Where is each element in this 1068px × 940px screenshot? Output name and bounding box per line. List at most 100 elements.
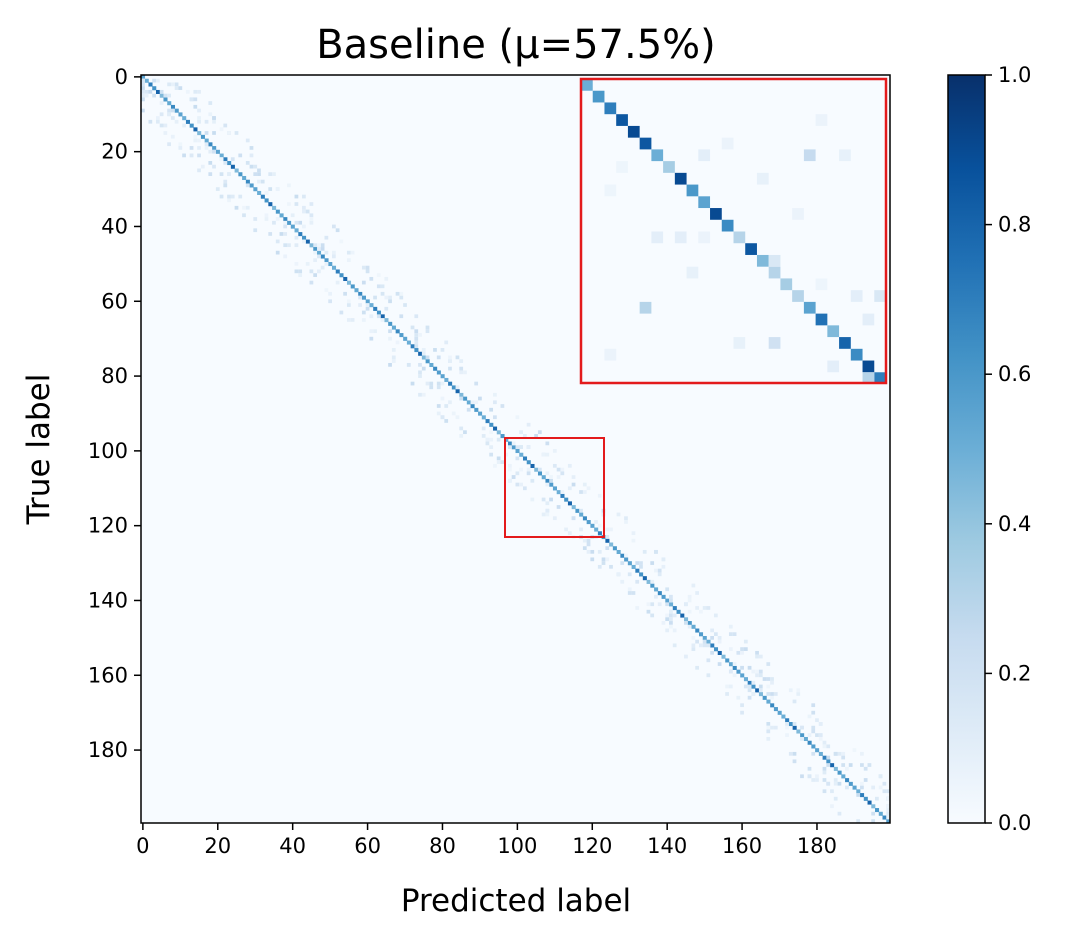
diagonal-cell bbox=[163, 97, 168, 102]
off-diagonal-cell bbox=[732, 673, 737, 678]
off-diagonal-cell bbox=[287, 243, 291, 248]
off-diagonal-cell bbox=[245, 183, 250, 188]
diagonal-cell bbox=[710, 643, 715, 648]
off-diagonal-cell bbox=[526, 467, 531, 472]
diagonal-cell bbox=[257, 190, 262, 195]
off-diagonal-cell bbox=[515, 482, 520, 487]
off-diagonal-cell bbox=[740, 703, 744, 708]
off-diagonal-cell bbox=[253, 164, 258, 169]
off-diagonal-cell bbox=[496, 460, 501, 464]
colorbar-tick-label: 0.6 bbox=[998, 362, 1031, 386]
off-diagonal-cell bbox=[830, 789, 834, 794]
diagonal-cell bbox=[811, 744, 816, 749]
off-diagonal-cell bbox=[665, 602, 670, 607]
off-diagonal-cell bbox=[215, 187, 220, 191]
off-diagonal-cell bbox=[661, 564, 666, 569]
off-diagonal-cell bbox=[631, 531, 636, 536]
y-tick-label: 140 bbox=[88, 588, 128, 612]
off-diagonal-cell bbox=[197, 119, 201, 124]
zoom-diagonal-cell bbox=[733, 231, 746, 244]
off-diagonal-cell bbox=[743, 684, 748, 689]
off-diagonal-cell bbox=[227, 131, 231, 135]
diagonal-cell bbox=[148, 82, 153, 87]
off-diagonal-cell bbox=[856, 819, 861, 823]
diagonal-cell bbox=[522, 456, 528, 461]
diagonal-cell bbox=[331, 265, 337, 270]
diagonal-cell bbox=[384, 318, 389, 323]
diagonal-cell bbox=[788, 722, 793, 727]
off-diagonal-cell bbox=[526, 471, 531, 476]
off-diagonal-cell bbox=[455, 415, 460, 420]
off-diagonal-cell bbox=[440, 381, 445, 386]
diagonal-cell bbox=[346, 280, 352, 285]
zoom-diagonal-cell bbox=[792, 290, 804, 302]
off-diagonal-cell bbox=[773, 725, 778, 730]
zoom-diagonal-cell bbox=[839, 337, 851, 349]
off-diagonal-cell bbox=[526, 422, 531, 427]
diagonal-cell bbox=[272, 205, 277, 210]
diagonal-cell bbox=[448, 381, 453, 386]
off-diagonal-cell bbox=[631, 538, 636, 543]
off-diagonal-cell bbox=[687, 598, 692, 603]
zoom-off-diagonal-cell bbox=[862, 372, 875, 384]
off-diagonal-cell bbox=[197, 108, 201, 113]
x-tick-label: 100 bbox=[497, 834, 537, 858]
zoom-diagonal-cell bbox=[651, 149, 664, 162]
off-diagonal-cell bbox=[841, 755, 846, 760]
off-diagonal-cell bbox=[837, 751, 842, 756]
off-diagonal-cell bbox=[545, 512, 550, 517]
diagonal-cell bbox=[152, 86, 157, 91]
diagonal-cell bbox=[579, 512, 584, 517]
off-diagonal-cell bbox=[878, 774, 883, 779]
diagonal-cell bbox=[463, 396, 468, 401]
zoom-off-diagonal-cell bbox=[862, 313, 875, 326]
off-diagonal-cell bbox=[706, 673, 711, 678]
x-tick-label: 40 bbox=[279, 834, 306, 858]
diagonal-cell bbox=[459, 392, 464, 397]
diagonal-cell bbox=[309, 243, 314, 248]
diagonal-cell bbox=[661, 594, 666, 599]
off-diagonal-cell bbox=[597, 493, 602, 498]
off-diagonal-cell bbox=[384, 295, 389, 300]
off-diagonal-cell bbox=[796, 688, 801, 693]
diagonal-cell bbox=[395, 329, 400, 334]
off-diagonal-cell bbox=[436, 385, 441, 390]
off-diagonal-cell bbox=[302, 209, 306, 214]
off-diagonal-cell bbox=[582, 482, 587, 487]
zoom-diagonal-cell bbox=[698, 196, 711, 209]
zoom-off-diagonal-cell bbox=[874, 290, 886, 302]
off-diagonal-cell bbox=[654, 594, 658, 599]
off-diagonal-cell bbox=[755, 673, 759, 678]
off-diagonal-cell bbox=[545, 508, 550, 513]
off-diagonal-cell bbox=[346, 250, 351, 255]
off-diagonal-cell bbox=[736, 695, 741, 700]
x-axis-ticks: 0 20 40 60 80 100 120 140 160 180 bbox=[136, 823, 837, 858]
off-diagonal-cell bbox=[856, 793, 861, 797]
off-diagonal-cell bbox=[833, 796, 838, 801]
off-diagonal-cell bbox=[155, 78, 160, 83]
off-diagonal-cell bbox=[687, 624, 692, 629]
diagonal-cell bbox=[470, 404, 475, 409]
off-diagonal-cell bbox=[466, 407, 471, 412]
off-diagonal-cell bbox=[654, 568, 658, 573]
off-diagonal-cell bbox=[706, 606, 711, 610]
off-diagonal-cell bbox=[421, 348, 426, 352]
diagonal-cell bbox=[751, 684, 756, 689]
diagonal-cell bbox=[215, 149, 220, 154]
off-diagonal-cell bbox=[170, 116, 175, 120]
off-diagonal-cell bbox=[695, 606, 700, 610]
diagonal-cell bbox=[227, 161, 232, 166]
off-diagonal-cell bbox=[508, 445, 512, 449]
off-diagonal-cell bbox=[886, 808, 890, 812]
off-diagonal-cell bbox=[755, 669, 759, 674]
off-diagonal-cell bbox=[294, 220, 299, 225]
off-diagonal-cell bbox=[770, 677, 774, 681]
off-diagonal-cell bbox=[710, 636, 714, 640]
off-diagonal-cell bbox=[204, 119, 209, 124]
off-diagonal-cell bbox=[822, 789, 827, 794]
diagonal-cell bbox=[620, 553, 625, 558]
off-diagonal-cell bbox=[635, 606, 640, 610]
off-diagonal-cell bbox=[713, 613, 718, 618]
diagonal-cell bbox=[818, 751, 823, 756]
off-diagonal-cell bbox=[717, 636, 722, 640]
